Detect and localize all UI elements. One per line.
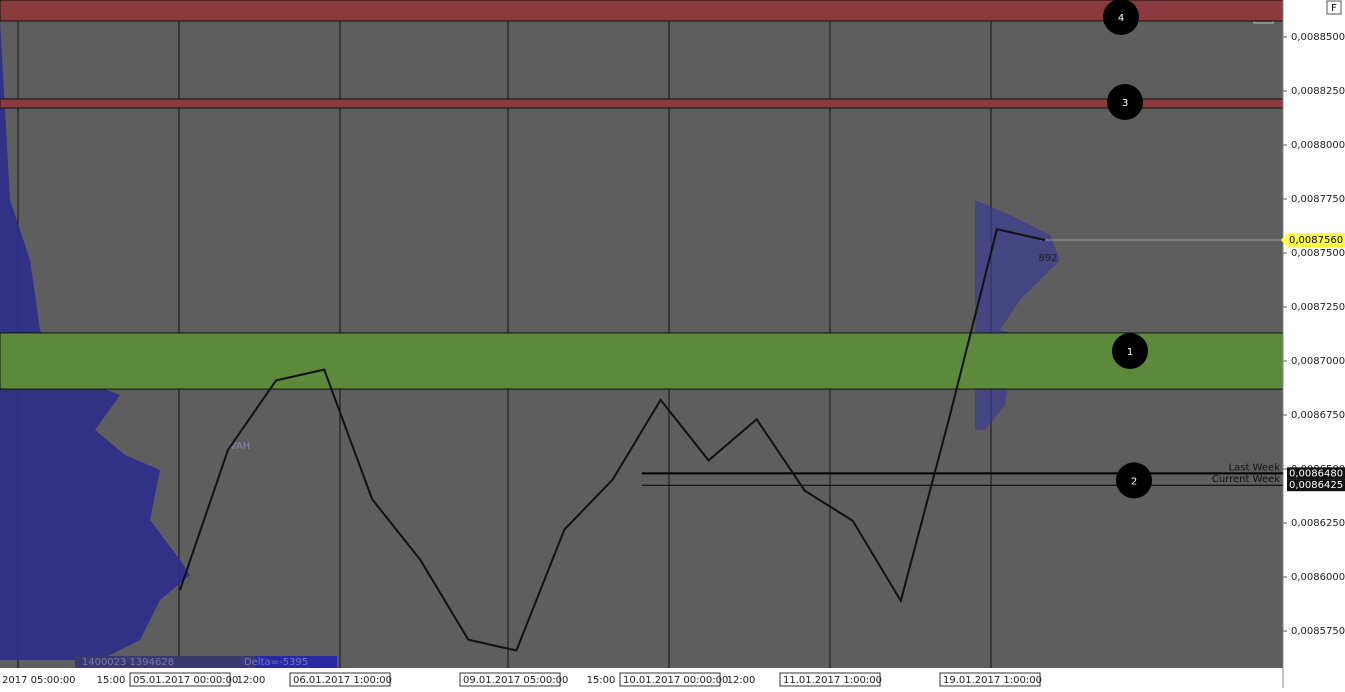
y-tick-label: 0,0087750 [1291, 194, 1345, 205]
level-label: 0,0086480 [1289, 468, 1343, 479]
y-tick-label: 0,0087250 [1291, 302, 1345, 313]
price-line [179, 228, 1046, 652]
corner-label: F [1331, 3, 1337, 14]
y-tick-label: 0,0085750 [1291, 626, 1345, 637]
delta-label: Delta=-5395 [244, 657, 308, 668]
x-tick-label: 06.01.2017 1:00:00 [293, 675, 392, 686]
x-tick-label: 10.01.2017 00:00:00 [623, 675, 728, 686]
last-price-label: 0,0087560 [1289, 235, 1343, 246]
last-price-tag [1281, 233, 1345, 248]
x-label-box [129, 672, 231, 687]
x-label-box [779, 672, 881, 687]
x-tick-label: 15:00 [587, 675, 616, 686]
y-tick-label: 0,0088250 [1291, 86, 1345, 97]
x-tick-label: 09.01.2017 05:00:00 [463, 675, 568, 686]
zone-number: 1 [1127, 347, 1133, 358]
x-tick-label: 15:00 [97, 675, 126, 686]
volume-profile [0, 20, 190, 660]
zone-marker [1107, 84, 1143, 120]
zone-number: 2 [1131, 476, 1137, 487]
x-label-box [619, 672, 721, 687]
x-tick-label: 2017 05:00:00 [2, 675, 76, 686]
zone-number: 3 [1122, 98, 1128, 109]
y-tick-label: 0,0087500 [1291, 248, 1345, 259]
y-tick-label: 0,0086000 [1291, 572, 1345, 583]
level-name: Last Week [1229, 462, 1281, 473]
x-tick-label: 05.01.2017 00:00:00 [133, 675, 238, 686]
level-label: 0,0086425 [1289, 480, 1343, 491]
zone [0, 332, 1284, 390]
x-label-box [939, 672, 1041, 687]
zone-marker [1103, 0, 1139, 35]
zone-number: 4 [1118, 13, 1124, 24]
corner-button[interactable] [1326, 0, 1342, 15]
totals-bg [75, 656, 255, 668]
x-tick-label: 19.01.2017 1:00:00 [943, 675, 1042, 686]
level-tag [1287, 467, 1345, 480]
level-tag [1287, 479, 1345, 492]
delta-bg [255, 656, 337, 668]
y-tick-label: 0,0086250 [1291, 518, 1345, 529]
totals-label: 1400023 1394628 [82, 657, 174, 668]
level-name: Current Week [1212, 474, 1280, 485]
y-tick-label: 0,0088500 [1291, 32, 1345, 43]
x-tick-label: 11.01.2017 1:00:00 [783, 675, 882, 686]
y-tick-label: 0,0086750 [1291, 410, 1345, 421]
axis-bg [1283, 0, 1345, 688]
vah-label: VAH [230, 441, 251, 452]
zone [0, 0, 1284, 22]
x-tick-label: 12:00 [727, 675, 756, 686]
x-tick-label: 12:00 [237, 675, 266, 686]
zone [0, 98, 1284, 109]
y-tick-label: 0,0088000 [1291, 140, 1345, 151]
zone-marker [1112, 333, 1148, 369]
volume-label: 892 [1038, 253, 1057, 264]
zone-marker [1116, 462, 1152, 499]
x-label-box [459, 672, 561, 687]
y-tick-label: 0,0087000 [1291, 356, 1345, 367]
x-label-box [289, 672, 391, 687]
